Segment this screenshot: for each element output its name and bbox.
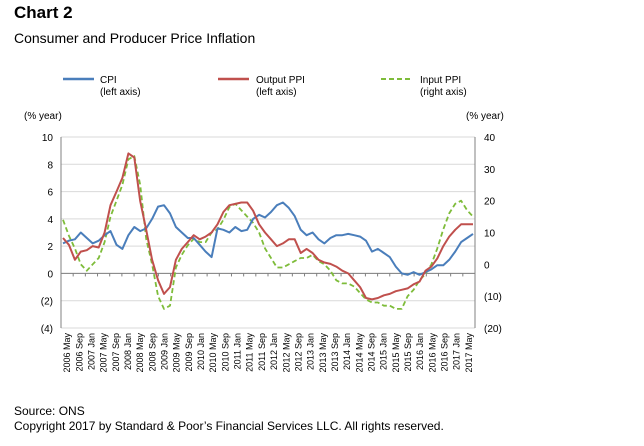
left-tick-label: 2 [47, 242, 53, 253]
left-tick-label: 6 [47, 188, 53, 199]
legend-label-input-ppi: Input PPI [420, 75, 461, 86]
right-axis-unit: (% year) [466, 111, 504, 122]
right-axis-ticks: 40 30 20 10 0 (10) (20) [484, 133, 502, 335]
x-tick-label: 2007 Jan [86, 333, 96, 370]
x-tick-label: 2008 Sep [147, 333, 157, 372]
x-tick-label: 2016 Jan [415, 333, 425, 370]
x-axis-ticks: 2006 May 2006 Sep 2007 Jan 2007 May 2007 Sep… [60, 273, 474, 373]
right-tick-label: 10 [484, 229, 496, 240]
legend-sub-cpi: (left axis) [100, 87, 141, 98]
x-tick-label: 2008 May [135, 333, 145, 373]
x-tick-label: 2010 Sep [220, 333, 230, 372]
x-tick-label: 2013 May [318, 333, 328, 373]
x-tick-label: 2015 Sep [403, 333, 413, 372]
series-lines [62, 152, 474, 310]
x-tick-label: 2006 Sep [74, 333, 84, 372]
x-tick-label: 2008 Jan [123, 333, 133, 370]
series-line-output-ppi [62, 152, 473, 301]
x-tick-label: 2013 Sep [330, 333, 340, 372]
left-tick-label: (4) [41, 324, 53, 335]
series-line-cpi [62, 201, 474, 276]
x-tick-label: 2013 Jan [306, 333, 316, 370]
x-tick-label: 2017 Jan [452, 333, 462, 370]
right-tick-label: 30 [484, 165, 496, 176]
x-tick-label: 2012 Sep [293, 333, 303, 372]
right-tick-label: 40 [484, 133, 496, 144]
x-tick-label: 2007 Sep [111, 333, 121, 372]
left-tick-label: (2) [41, 297, 53, 308]
x-tick-label: 2009 May [172, 333, 182, 373]
x-tick-label: 2015 May [391, 333, 401, 373]
left-axis-unit: (% year) [24, 111, 62, 122]
x-tick-label: 2010 May [208, 333, 218, 373]
right-tick-label: (20) [484, 324, 502, 335]
x-tick-label: 2016 Sep [440, 333, 450, 372]
legend-sub-output-ppi: (left axis) [256, 87, 297, 98]
series-line-input-ppi [62, 155, 474, 310]
x-tick-label: 2011 May [245, 333, 255, 372]
x-tick-label: 2009 Jan [160, 333, 170, 370]
x-tick-label: 2012 Jan [269, 333, 279, 370]
x-tick-label: 2007 May [99, 333, 109, 373]
left-tick-label: 4 [47, 215, 53, 226]
x-tick-label: 2006 May [62, 333, 72, 373]
x-tick-label: 2012 May [281, 333, 291, 373]
x-tick-label: 2016 May [427, 333, 437, 373]
right-tick-label: (10) [484, 292, 502, 303]
chart-plot: CPI (left axis) Output PPI (left axis) I… [24, 75, 504, 373]
left-tick-label: 8 [47, 160, 53, 171]
x-tick-label: 2011 Jan [233, 333, 243, 369]
gridlines [60, 136, 476, 329]
legend-label-output-ppi: Output PPI [256, 75, 305, 86]
left-tick-label: 0 [47, 269, 53, 280]
x-tick-label: 2009 Sep [184, 333, 194, 372]
legend-label-cpi: CPI [100, 75, 117, 86]
x-tick-label: 2011 Sep [257, 333, 267, 371]
source-note: Source: ONS [14, 404, 85, 418]
right-tick-label: 0 [484, 260, 490, 271]
legend: CPI (left axis) Output PPI (left axis) I… [63, 75, 467, 98]
x-tick-label: 2010 Jan [196, 333, 206, 370]
chart-title: Chart 2 [14, 3, 73, 22]
x-tick-label: 2014 May [354, 333, 364, 373]
x-tick-label: 2015 Jan [379, 333, 389, 370]
chart-subtitle: Consumer and Producer Price Inflation [14, 30, 256, 46]
x-tick-label: 2014 Sep [367, 333, 377, 372]
right-tick-label: 20 [484, 197, 496, 208]
left-tick-label: 10 [42, 133, 54, 144]
left-axis-ticks: 10 8 6 4 2 0 (2) (4) [41, 133, 54, 335]
legend-sub-input-ppi: (right axis) [420, 87, 467, 98]
x-tick-label: 2014 Jan [342, 333, 352, 370]
copyright-note: Copyright 2017 by Standard & Poor’s Fina… [14, 419, 444, 433]
x-tick-label: 2017 May [464, 333, 474, 373]
